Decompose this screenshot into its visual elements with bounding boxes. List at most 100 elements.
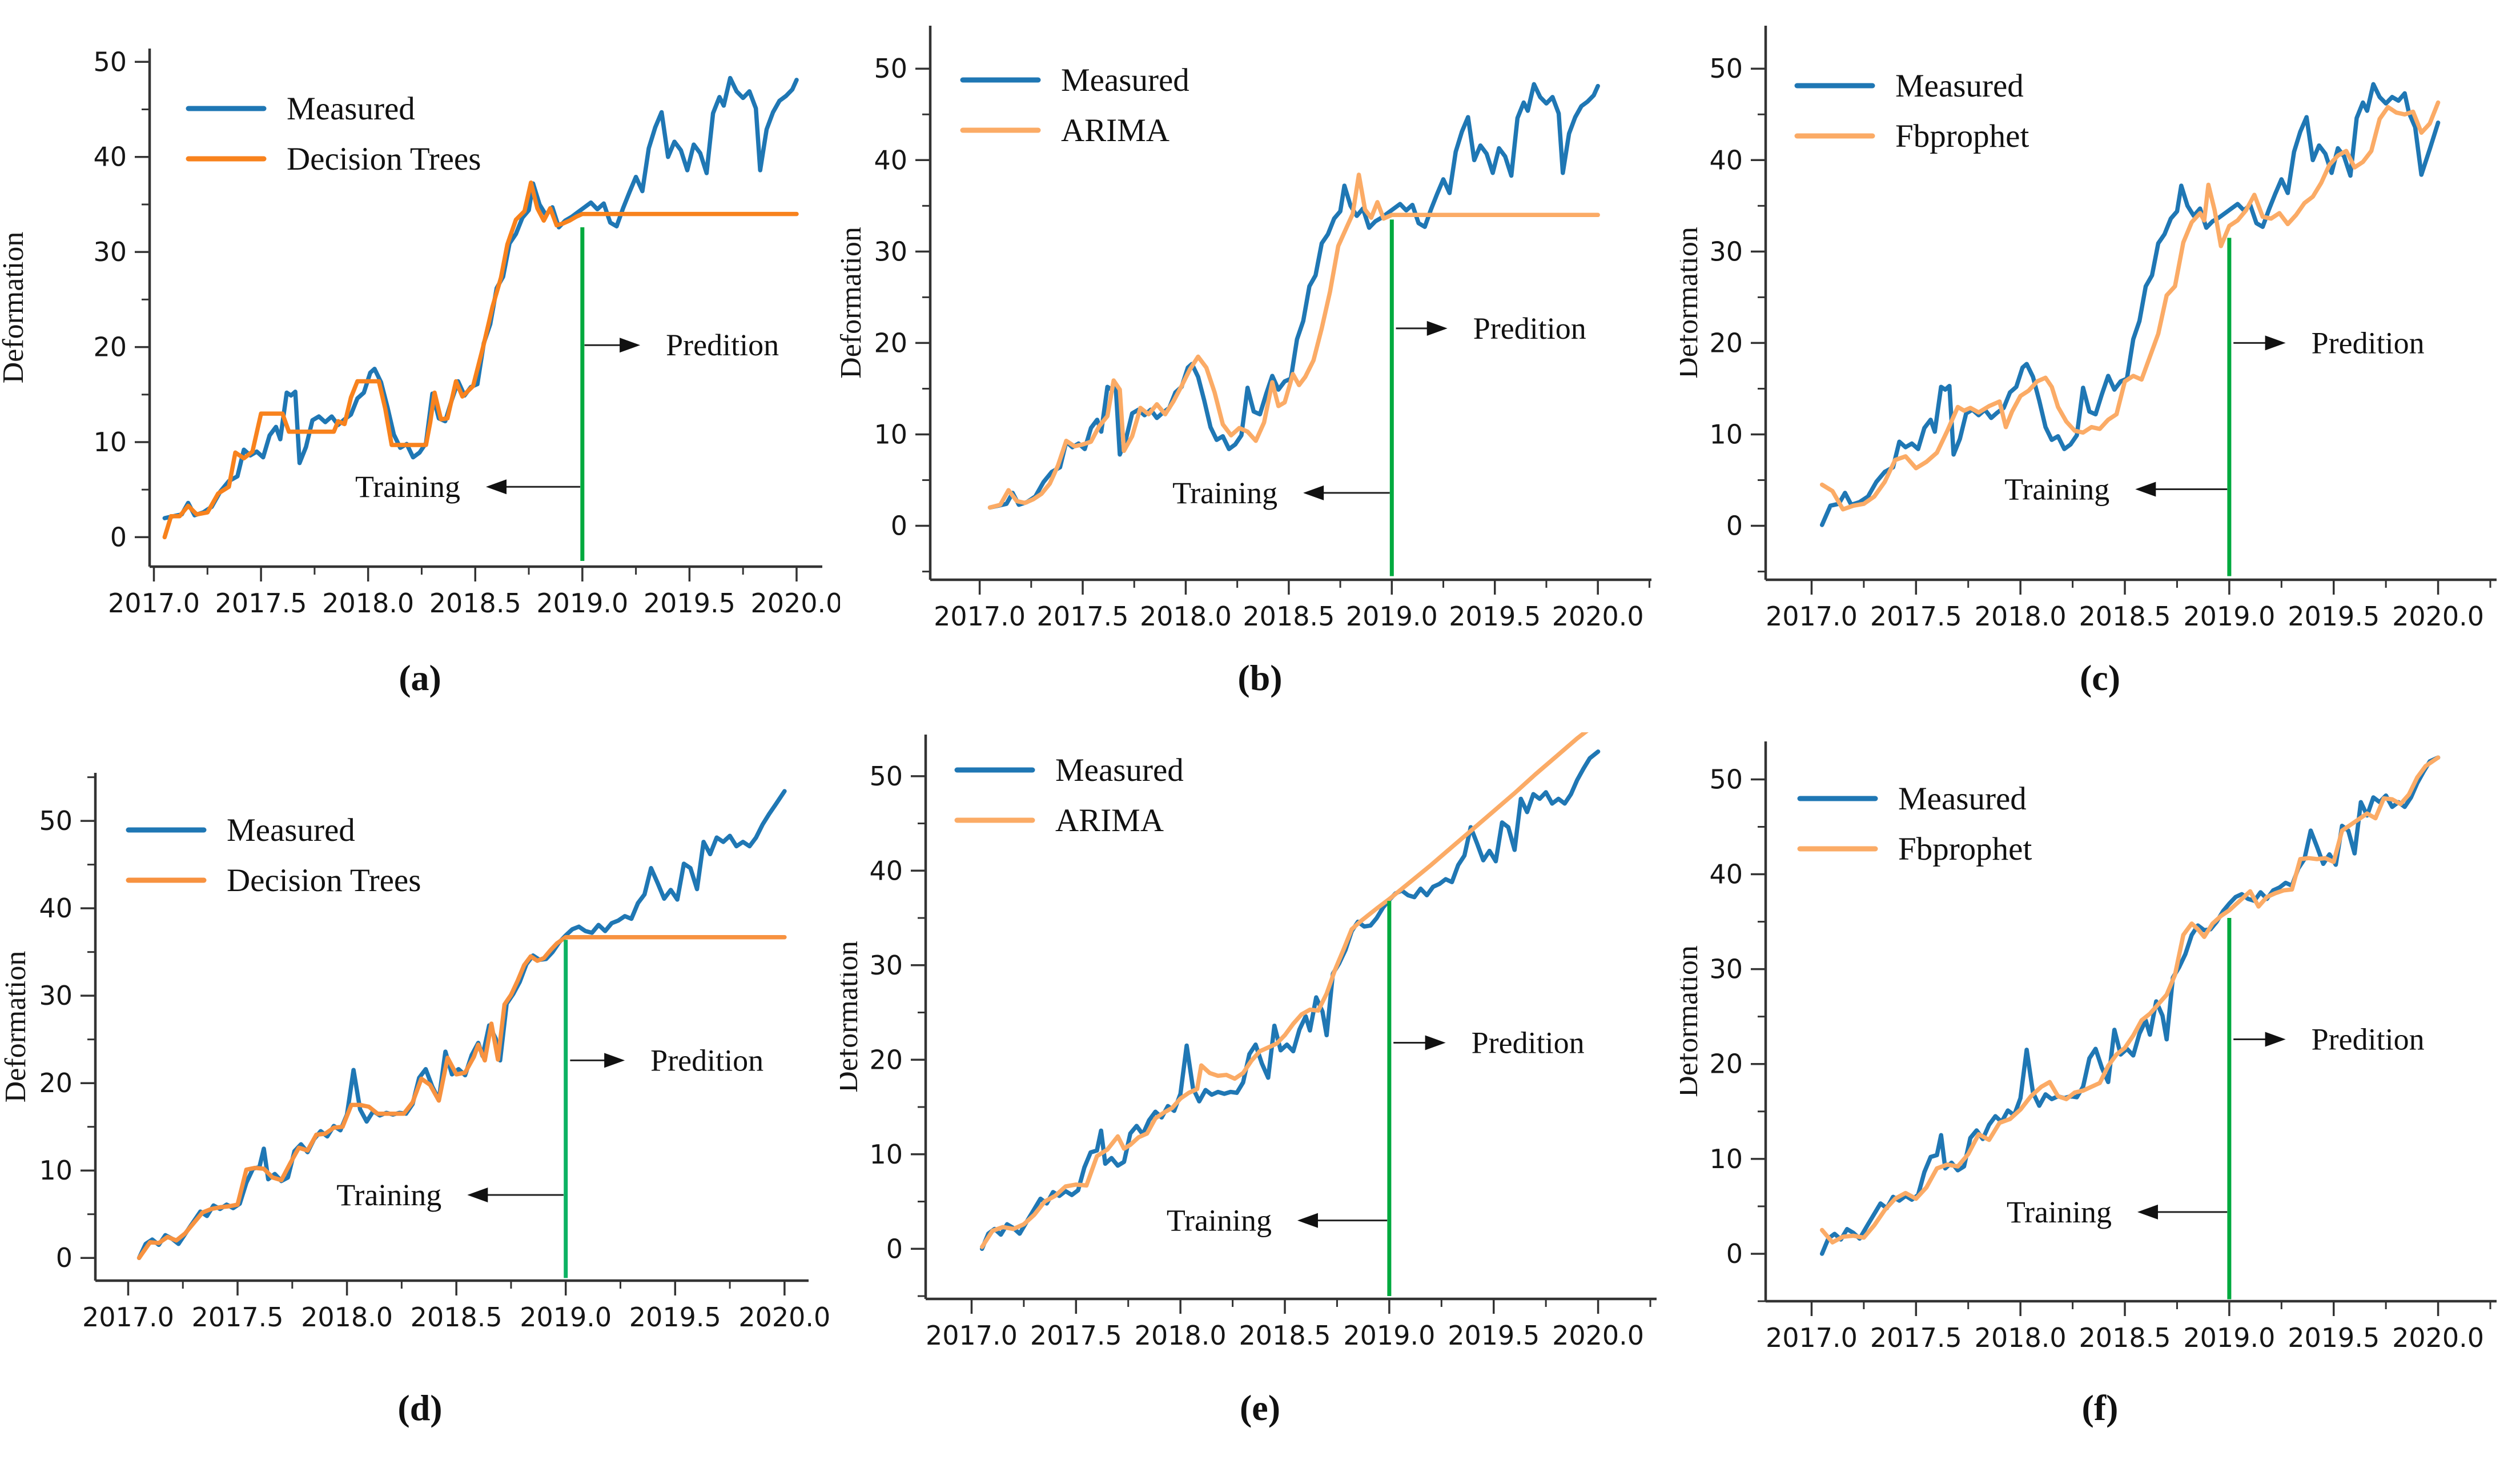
y-tick-label: 10	[874, 419, 907, 450]
x-tick-label: 2020.0	[750, 588, 840, 619]
x-tick-label: 2018.5	[2079, 601, 2171, 632]
x-tick-label: 2018.0	[301, 1302, 393, 1333]
x-tick-label: 2017.5	[215, 588, 307, 619]
y-tick-label: 40	[93, 142, 127, 173]
training-label: Training	[336, 1178, 441, 1212]
training-arrow-head	[486, 479, 507, 495]
x-tick-label: 2019.5	[1448, 1320, 1540, 1351]
legend-label-measured: Measured	[1055, 752, 1184, 788]
series-line-decision-trees	[162, 180, 799, 540]
x-tick-label: 2018.5	[1243, 601, 1335, 632]
legend-label-measured: Measured	[1898, 781, 2027, 817]
y-tick-label: 0	[1726, 1238, 1743, 1269]
panel-e: 2017.0 2017.5 2018.0 2018.5 2019.0 2019.5 2020…	[840, 730, 1680, 1460]
training-arrow-head	[2137, 1204, 2158, 1220]
y-tick-label: 30	[869, 950, 903, 981]
prediction-arrow-head	[2265, 1032, 2286, 1047]
y-tick-label: 30	[39, 980, 73, 1011]
caption-b: (b)	[1237, 657, 1283, 698]
y-tick-label: 20	[869, 1044, 903, 1075]
x-tick-label: 2018.0	[1135, 1320, 1227, 1351]
caption-e: (e)	[1239, 1387, 1281, 1428]
y-tick-label: 20	[1709, 1049, 1743, 1080]
caption-f: (f)	[2081, 1387, 2119, 1428]
legend-label-arima: ARIMA	[1061, 113, 1169, 149]
chart-f-canvas: 2017.0 2017.5 2018.0 2018.5 2019.0 2019.5 2020…	[1680, 741, 2497, 1353]
x-tick-label: 2017.0	[82, 1302, 174, 1333]
y-tick-label: 0	[56, 1242, 73, 1273]
series-line-arima	[987, 173, 1600, 510]
series-line-measured	[979, 749, 1601, 1252]
x-tick-label: 2019.5	[1449, 601, 1541, 632]
x-tick-label: 2019.0	[520, 1302, 612, 1333]
training-label: Training	[1172, 476, 1277, 510]
x-tick-label: 2017.0	[934, 601, 1026, 632]
y-tick-label: 50	[1709, 53, 1743, 84]
x-tick-label: 2019.0	[2183, 1322, 2275, 1353]
y-axis-title: Deformation	[1680, 945, 1704, 1097]
x-tick-label: 2017.5	[1870, 601, 1962, 632]
y-tick-label: 40	[1709, 145, 1743, 175]
panel-a: 2017.0 2017.5 2018.0 2018.5 2019.0 2019.5 2020…	[0, 0, 840, 730]
series-line-fbprophet	[1819, 100, 2441, 512]
x-tick-label: 2017.5	[1037, 601, 1129, 632]
chart-d-canvas: 2017.0 2017.5 2018.0 2018.5 2019.0 2019.5 2020…	[0, 773, 830, 1333]
y-tick-label: 30	[1709, 954, 1743, 985]
y-axis-title: Deformation	[1680, 227, 1704, 379]
prediction-label: Predition	[2312, 326, 2425, 360]
chart-c-canvas: 2017.0 2017.5 2018.0 2018.5 2019.0 2019.5 2020…	[1680, 26, 2497, 632]
x-tick-label: 2018.5	[1239, 1320, 1331, 1351]
y-axis-title: Deformation	[840, 941, 864, 1093]
x-tick-label: 2020.0	[2392, 1322, 2484, 1353]
training-arrow-head	[1303, 485, 1324, 500]
y-tick-label: 20	[1709, 327, 1743, 358]
prediction-label: Predition	[1473, 311, 1586, 346]
training-label: Training	[2007, 1195, 2112, 1229]
x-tick-label: 2017.0	[108, 588, 200, 619]
y-tick-label: 10	[93, 427, 127, 458]
x-tick-label: 2019.0	[1346, 601, 1438, 632]
training-label: Training	[1167, 1204, 1272, 1238]
x-tick-label: 2019.0	[1343, 1320, 1435, 1351]
x-tick-label: 2020.0	[1552, 1320, 1644, 1351]
series-line-measured	[987, 82, 1600, 510]
y-tick-label: 20	[93, 332, 127, 363]
x-tick-label: 2018.0	[322, 588, 414, 619]
legend-label-measured: Measured	[287, 91, 415, 127]
legend-label-fbprophet: Fbprophet	[1895, 118, 2029, 154]
y-tick-label: 50	[1709, 764, 1743, 795]
x-tick-label: 2019.5	[644, 588, 735, 619]
x-tick-label: 2020.0	[2392, 601, 2484, 632]
prediction-label: Predition	[1472, 1026, 1585, 1060]
prediction-arrow-head	[1425, 1035, 1446, 1050]
y-tick-label: 40	[869, 855, 903, 886]
chart-a-canvas: 2017.0 2017.5 2018.0 2018.5 2019.0 2019.5 2020…	[0, 46, 840, 619]
y-axis-title: Deformation	[0, 951, 32, 1103]
legend-label-decision-trees: Decision Trees	[287, 141, 481, 177]
x-tick-label: 2017.0	[1766, 1322, 1858, 1353]
panel-b: 2017.0 2017.5 2018.0 2018.5 2019.0 2019.5 2020…	[840, 0, 1680, 730]
caption-c: (c)	[2079, 657, 2121, 698]
x-tick-label: 2019.5	[2288, 601, 2380, 632]
caption-d: (d)	[397, 1387, 443, 1428]
y-tick-label: 40	[874, 145, 907, 175]
y-tick-label: 20	[39, 1068, 73, 1098]
y-tick-label: 50	[874, 53, 907, 84]
y-tick-label: 50	[39, 805, 73, 836]
prediction-arrow-head	[620, 338, 641, 353]
prediction-label: Predition	[2312, 1022, 2425, 1057]
legend-label-measured: Measured	[1061, 62, 1189, 98]
y-tick-label: 0	[891, 511, 907, 542]
y-tick-label: 0	[110, 522, 127, 552]
legend-label-arima: ARIMA	[1055, 803, 1164, 839]
prediction-label: Predition	[650, 1043, 763, 1077]
series-line-arima	[979, 732, 1589, 1249]
training-arrow-head	[2135, 482, 2156, 497]
x-tick-label: 2018.0	[1140, 601, 1232, 632]
legend-label-measured: Measured	[1895, 68, 2024, 104]
panel-c: 2017.0 2017.5 2018.0 2018.5 2019.0 2019.5 2020…	[1680, 0, 2520, 730]
y-tick-label: 10	[869, 1139, 903, 1170]
x-tick-label: 2018.5	[411, 1302, 503, 1333]
chart-e-canvas: 2017.0 2017.5 2018.0 2018.5 2019.0 2019.5 2020…	[840, 732, 1657, 1351]
